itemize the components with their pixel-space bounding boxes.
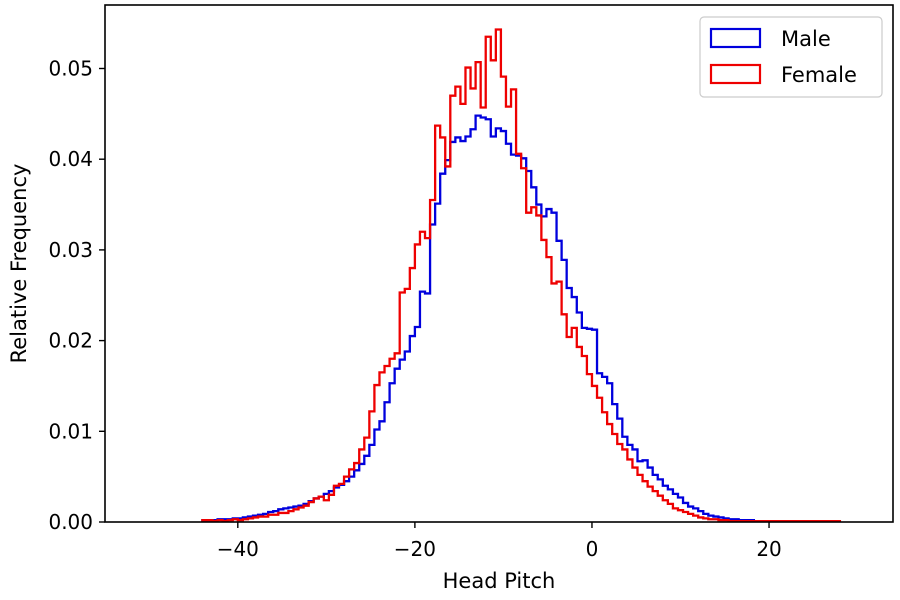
series-female-step-line [201,28,842,523]
x-ticks: −40 −20 0 20 [217,522,782,561]
y-tick-label: 0.02 [48,329,93,353]
y-tick-label: 0.04 [48,147,93,171]
legend-label-male: Male [781,27,831,51]
y-tick-label: 0.01 [48,419,93,443]
y-axis-label: Relative Frequency [7,164,31,364]
y-tick-label: 0.05 [48,56,93,80]
legend-label-female: Female [781,63,857,87]
plot-frame [104,4,894,523]
series-layer [201,28,842,523]
x-tick-label: 20 [756,537,781,561]
y-ticks: 0.00 0.01 0.02 0.03 0.04 0.05 [48,56,105,534]
x-tick-label: −20 [394,537,436,561]
legend: Male Female [699,16,883,98]
y-tick-label: 0.03 [48,238,93,262]
legend-swatch-male [709,27,762,49]
legend-box [699,16,883,98]
legend-swatch-female [709,63,762,85]
series-male-step-line [201,114,842,523]
y-tick-label: 0.00 [48,510,93,534]
x-tick-label: 0 [586,537,599,561]
x-axis-label: Head Pitch [443,569,556,593]
x-tick-label: −40 [217,537,259,561]
